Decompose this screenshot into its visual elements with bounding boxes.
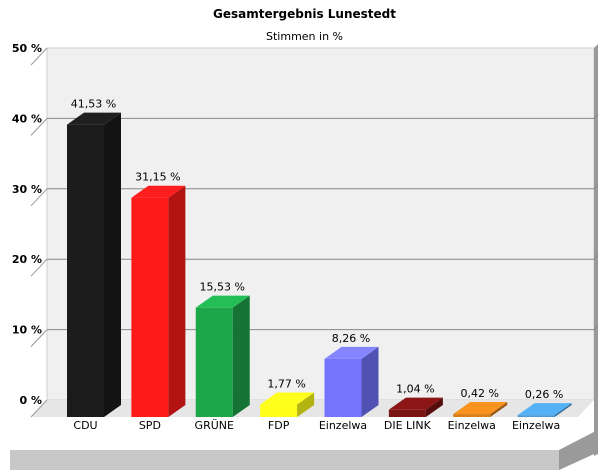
bar (67, 124, 104, 418)
data-label: 31,15 % (135, 171, 180, 184)
category-label: FDP (268, 419, 290, 432)
bar-top (453, 402, 508, 415)
gridline (30, 399, 48, 418)
gridline (30, 188, 48, 207)
chart-side-wall (594, 44, 598, 456)
bar (388, 409, 426, 417)
bar-top (131, 185, 186, 198)
y-tick-label: 10 % (12, 324, 42, 337)
bar (324, 358, 362, 417)
bar-side (232, 295, 250, 417)
bar-top (195, 295, 250, 308)
y-tick-label: 0 % (19, 394, 42, 407)
gridline (30, 258, 48, 277)
data-label: 41,53 % (71, 98, 116, 111)
y-tick-label: 20 % (12, 253, 42, 266)
gridline (593, 325, 599, 330)
data-label: 0,26 % (525, 388, 563, 401)
bar-side (168, 185, 186, 417)
bar-top (517, 403, 572, 416)
data-label: 0,42 % (461, 387, 499, 400)
y-tick-label: 30 % (12, 183, 42, 196)
chart-back-wall (46, 47, 595, 401)
y-tick-label: 50 % (12, 42, 42, 55)
gridline (593, 254, 599, 260)
bar-side (297, 392, 315, 417)
category-label: Einzelwa (319, 419, 367, 432)
bar-side (490, 402, 508, 417)
category-label: DIE LINK (384, 419, 432, 432)
chart-base-side (559, 432, 594, 470)
chart-title: Gesamtergebnis Lunestedt (212, 7, 397, 21)
chart-subtitle: Stimmen in % (266, 30, 343, 43)
gridline (593, 114, 599, 119)
data-label: 1,77 % (267, 378, 305, 391)
bar-side (425, 397, 443, 417)
bar (453, 414, 491, 417)
gridline (593, 184, 599, 190)
bar-side (361, 346, 379, 417)
data-label: 1,04 % (396, 383, 434, 396)
data-label: 8,26 % (332, 332, 370, 345)
category-label: Einzelwa (448, 419, 496, 432)
data-label: 15,53 % (200, 281, 245, 294)
category-label: CDU (73, 419, 97, 432)
bar-top (388, 397, 443, 410)
bar (517, 415, 555, 417)
chart-base (10, 432, 594, 470)
bar (131, 197, 169, 417)
bar (260, 404, 298, 417)
gridline (30, 47, 48, 66)
bar-top (260, 392, 315, 405)
gridline (30, 118, 48, 136)
bar (195, 307, 233, 417)
bar-side (554, 403, 572, 417)
category-label: Einzelwa (512, 419, 560, 432)
bar-top (324, 346, 379, 359)
y-tick-label: 40 % (12, 112, 42, 125)
bar-side (104, 112, 121, 418)
category-label: GRÜNE (195, 419, 234, 432)
gridline (30, 329, 48, 347)
category-label: SPD (139, 419, 161, 432)
bar-top (67, 112, 121, 125)
